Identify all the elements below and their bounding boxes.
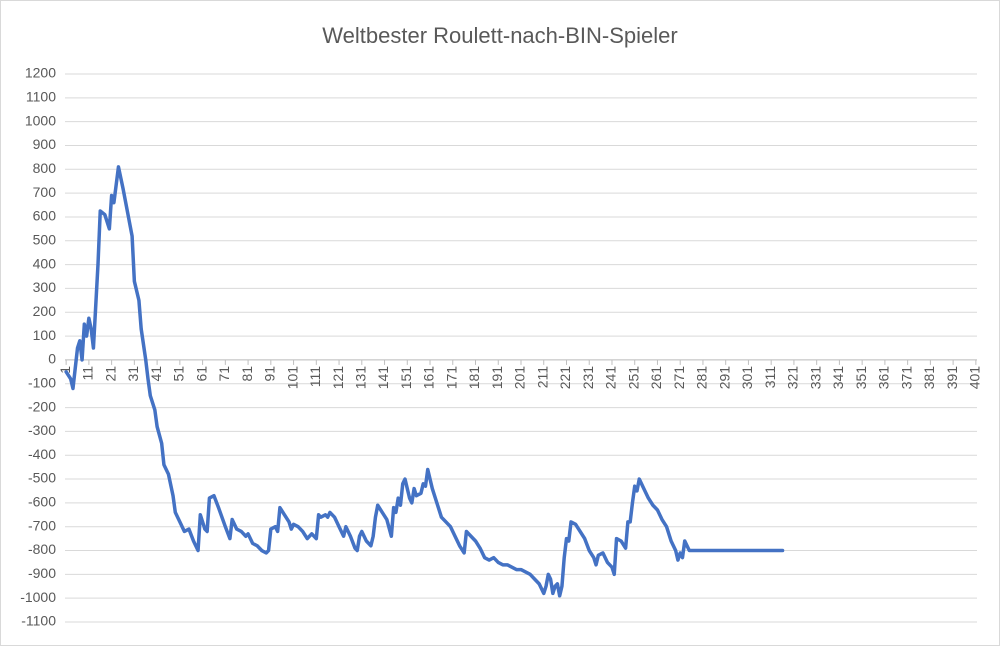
x-tick-label: 251 <box>625 366 641 390</box>
chart-title: Weltbester Roulett-nach-BIN-Spieler <box>322 23 677 48</box>
y-tick-label: -700 <box>28 517 56 533</box>
y-tick-label: -1100 <box>21 613 56 629</box>
y-tick-label: -200 <box>28 398 56 414</box>
x-tick-label: 351 <box>853 366 869 390</box>
y-tick-label: 0 <box>48 351 56 367</box>
x-tick-label: 121 <box>330 366 346 390</box>
x-tick-label: 391 <box>944 366 960 390</box>
x-tick-label: 291 <box>716 366 732 390</box>
x-tick-label: 1 <box>57 366 73 374</box>
y-tick-label: 300 <box>33 279 57 295</box>
y-tick-label: -300 <box>28 422 56 438</box>
y-tick-label: 600 <box>33 208 57 224</box>
x-tick-label: 341 <box>830 366 846 390</box>
x-tick-label: 191 <box>489 366 505 390</box>
x-tick-label: 241 <box>603 366 619 390</box>
y-tick-label: -800 <box>28 541 56 557</box>
x-tick-label: 201 <box>512 366 528 390</box>
x-tick-label: 11 <box>80 366 96 381</box>
x-tick-label: 401 <box>967 366 983 390</box>
x-tick-label: 331 <box>807 366 823 390</box>
y-tick-label: 200 <box>33 303 57 319</box>
y-tick-label: 500 <box>33 231 57 247</box>
x-tick-label: 321 <box>785 366 801 390</box>
y-tick-label: 700 <box>33 184 57 200</box>
x-tick-label: 311 <box>762 366 778 389</box>
x-tick-label: 21 <box>102 366 118 382</box>
y-tick-label: 900 <box>33 136 57 152</box>
x-tick-label: 41 <box>148 366 164 382</box>
x-tick-label: 31 <box>125 366 141 382</box>
y-tick-label: -900 <box>28 565 56 581</box>
y-tick-label: 100 <box>33 327 57 343</box>
y-tick-label: 800 <box>33 160 57 176</box>
x-tick-label: 61 <box>193 366 209 382</box>
x-tick-label: 371 <box>898 366 914 390</box>
x-tick-label: 171 <box>443 366 459 390</box>
x-tick-label: 221 <box>557 366 573 390</box>
y-tick-label: -1000 <box>20 589 56 605</box>
x-tick-label: 281 <box>694 366 710 390</box>
y-tick-label: -600 <box>28 494 56 510</box>
x-tick-label: 381 <box>921 366 937 390</box>
data-line <box>64 165 785 598</box>
x-tick-label: 111 <box>307 366 323 387</box>
x-tick-label: 141 <box>375 366 391 390</box>
x-tick-label: 51 <box>171 366 187 382</box>
x-tick-label: 161 <box>421 366 437 390</box>
x-tick-label: 211 <box>534 366 550 389</box>
x-tick-label: 181 <box>466 366 482 390</box>
x-tick-label: 71 <box>216 366 232 382</box>
y-tick-label: 1000 <box>25 112 56 128</box>
x-tick-label: 231 <box>580 366 596 390</box>
y-tick-label: 400 <box>33 255 57 271</box>
y-tick-label: 1100 <box>26 89 56 105</box>
y-tick-label: -400 <box>28 446 56 462</box>
y-tick-label: -100 <box>28 374 56 390</box>
x-tick-label: 261 <box>648 366 664 390</box>
x-tick-label: 301 <box>739 366 755 390</box>
y-tick-label: -500 <box>28 470 56 486</box>
x-tick-label: 91 <box>262 366 278 382</box>
x-tick-label: 81 <box>239 366 255 382</box>
x-tick-label: 101 <box>284 366 300 390</box>
x-tick-label: 361 <box>876 366 892 390</box>
x-tick-label: 131 <box>353 366 369 390</box>
x-tick-label: 151 <box>398 366 414 390</box>
x-tick-label: 271 <box>671 366 687 390</box>
y-tick-label: 1200 <box>25 65 56 81</box>
